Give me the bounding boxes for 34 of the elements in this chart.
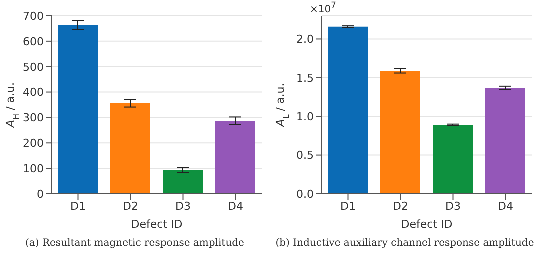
bar (328, 26, 368, 194)
x-axis-title: Defect ID (401, 218, 453, 231)
x-tick-label: D4 (498, 200, 514, 213)
x-tick-label: D1 (340, 200, 356, 213)
y-tick-label: 200 (23, 137, 44, 150)
bar (110, 103, 150, 194)
x-tick-label: D4 (228, 200, 244, 213)
y-tick-label: 300 (23, 112, 44, 125)
x-tick-label: D2 (123, 200, 138, 213)
x-tick-label: D2 (393, 200, 408, 213)
text: (a) Resultant magnetic response amplitude (24, 238, 246, 249)
y-tick-label: 0.5 (296, 149, 314, 162)
y-tick-label: 700 (23, 10, 44, 23)
y-tick-label: 0.0 (296, 188, 314, 201)
x-tick-label: D3 (446, 200, 461, 213)
y-tick-label: 500 (23, 60, 44, 74)
x-axis-title: Defect ID (131, 218, 183, 231)
y-tick-label: 1.0 (296, 110, 314, 124)
y-tick-label: 0 (37, 188, 44, 201)
text: (b) Inductive auxiliary channel response amplitude (274, 238, 536, 249)
y-tick-label: 400 (23, 86, 44, 100)
bar (163, 170, 203, 194)
y-tick-label: 1.5 (296, 72, 314, 85)
bar (433, 125, 473, 194)
y-tick-label: 2.0 (296, 33, 314, 46)
bar (380, 70, 420, 194)
y-tick-label: 100 (23, 162, 44, 176)
bar (58, 25, 98, 194)
x-tick-label: D3 (176, 200, 191, 213)
y-tick-label: 600 (23, 35, 44, 48)
text: ×10$^{7}$ (310, 0, 336, 16)
x-tick-label: D1 (70, 200, 86, 213)
bar (486, 88, 526, 194)
bar (216, 121, 256, 194)
